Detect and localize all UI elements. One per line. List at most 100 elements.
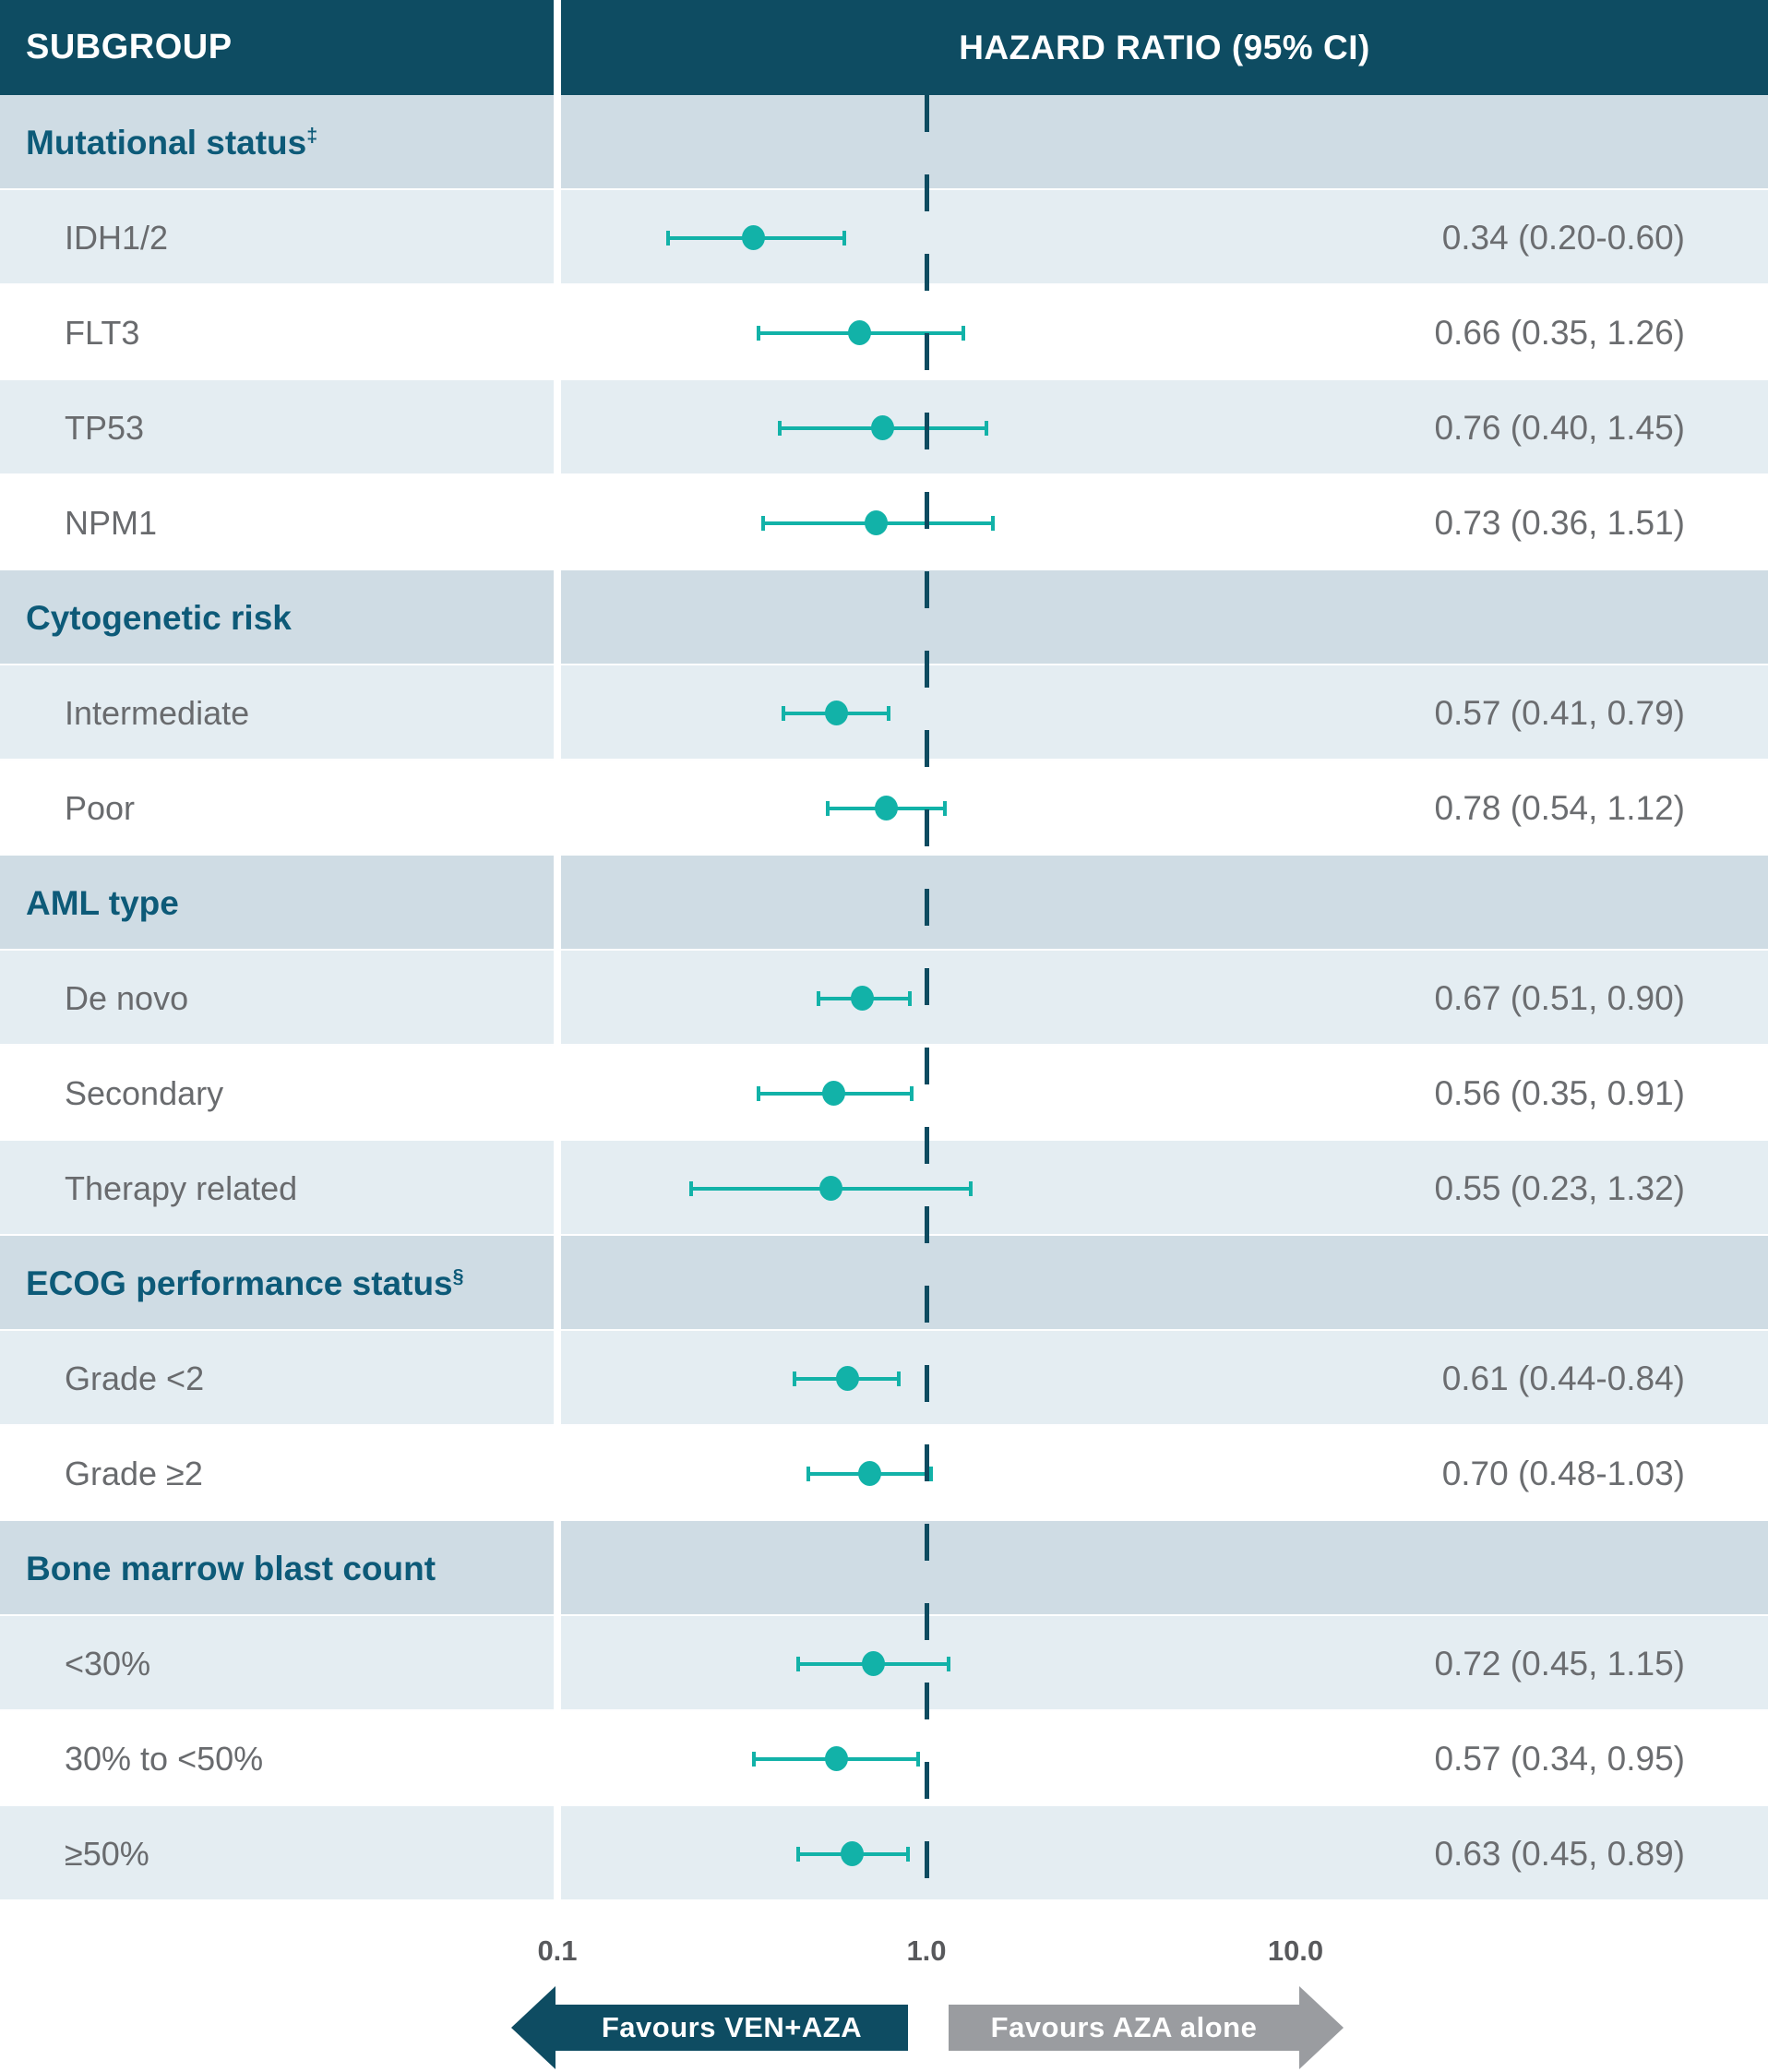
subgroup-row: ≥50% 0.63 (0.45, 0.89) — [0, 1806, 1768, 1901]
subgroup-label: Grade <2 — [65, 1359, 205, 1397]
plot-cell: 0.66 (0.35, 1.26) — [561, 285, 1768, 380]
row-label-cell: ECOG performance status§ — [0, 1236, 554, 1331]
ci-cap-upper — [990, 515, 995, 531]
plot-cell — [561, 570, 1768, 665]
left-arrowhead-icon — [511, 1986, 555, 2069]
hr-value-text: 0.57 (0.34, 0.95) — [1434, 1739, 1685, 1778]
hr-point-marker — [862, 1651, 886, 1676]
subgroup-row: FLT3 0.66 (0.35, 1.26) — [0, 285, 1768, 380]
section-label: AML type — [26, 883, 179, 922]
hr-value-text: 0.61 (0.44-0.84) — [1441, 1359, 1685, 1397]
ci-cap-lower — [756, 1085, 760, 1101]
plot-cell: 0.61 (0.44-0.84) — [561, 1331, 1768, 1426]
subgroup-label: IDH1/2 — [65, 218, 169, 257]
column-divider — [554, 951, 561, 1046]
ci-cap-upper — [916, 1751, 921, 1767]
column-divider — [554, 1141, 561, 1236]
plot-cell — [561, 1521, 1768, 1616]
hr-value-text: 0.67 (0.51, 0.90) — [1434, 978, 1685, 1017]
ci-cap-lower — [796, 1656, 801, 1671]
ci-cap-upper — [907, 990, 912, 1006]
ci-cap-upper — [896, 1371, 901, 1386]
subgroup-label: Poor — [65, 788, 136, 827]
ci-cap-lower — [760, 515, 765, 531]
plot-cell: 0.34 (0.20-0.60) — [561, 190, 1768, 285]
row-label-cell: Therapy related — [0, 1141, 554, 1236]
hr-value-text: 0.66 (0.35, 1.26) — [1434, 313, 1685, 352]
subgroup-row: Poor 0.78 (0.54, 1.12) — [0, 761, 1768, 856]
section-label: Cytogenetic risk — [26, 598, 292, 637]
hr-value-text: 0.76 (0.40, 1.45) — [1434, 408, 1685, 447]
column-divider — [554, 380, 561, 475]
subgroup-label: TP53 — [65, 408, 145, 447]
hr-value-text: 0.34 (0.20-0.60) — [1441, 218, 1685, 257]
column-divider — [554, 1521, 561, 1616]
hr-point-marker — [818, 1176, 842, 1201]
column-divider — [554, 665, 561, 761]
hr-value-text: 0.56 (0.35, 0.91) — [1434, 1073, 1685, 1112]
favours-aza-alone-arrow: Favours AZA alone — [949, 2005, 1299, 2051]
favours-ven-aza-arrow: Favours VEN+AZA — [555, 2005, 908, 2051]
column-divider — [554, 475, 561, 570]
section-row: Bone marrow blast count — [0, 1521, 1768, 1616]
ci-cap-lower — [756, 325, 760, 341]
subgroup-label: <30% — [65, 1644, 151, 1683]
section-label: ECOG performance status§ — [26, 1264, 464, 1302]
ci-cap-lower — [817, 990, 821, 1006]
section-row: AML type — [0, 856, 1768, 951]
ci-cap-upper — [842, 230, 847, 246]
column-divider — [554, 285, 561, 380]
hr-point-marker — [850, 986, 874, 1011]
hr-value-text: 0.55 (0.23, 1.32) — [1434, 1168, 1685, 1207]
column-divider — [554, 856, 561, 951]
plot-cell: 0.78 (0.54, 1.12) — [561, 761, 1768, 856]
plot-cell — [561, 1236, 1768, 1331]
ci-cap-upper — [962, 325, 966, 341]
reference-line — [924, 95, 929, 1901]
ci-cap-upper — [984, 420, 988, 436]
column-divider — [554, 0, 561, 95]
hr-point-marker — [857, 1461, 881, 1486]
row-label-cell: De novo — [0, 951, 554, 1046]
plot-cell: 0.76 (0.40, 1.45) — [561, 380, 1768, 475]
subgroup-row: Therapy related 0.55 (0.23, 1.32) — [0, 1141, 1768, 1236]
hr-point-marker — [848, 320, 872, 345]
column-divider — [554, 1331, 561, 1426]
row-label-cell: Cytogenetic risk — [0, 570, 554, 665]
hazard-ratio-column-header: HAZARD RATIO (95% CI) — [561, 0, 1768, 95]
row-label-cell: Secondary — [0, 1046, 554, 1141]
subgroup-label: Intermediate — [65, 693, 250, 732]
section-label: Mutational status‡ — [26, 123, 318, 162]
row-label-cell: NPM1 — [0, 475, 554, 570]
hr-point-marker — [864, 510, 888, 535]
section-row: Cytogenetic risk — [0, 570, 1768, 665]
ci-cap-upper — [969, 1180, 974, 1196]
table-header: SUBGROUP HAZARD RATIO (95% CI) — [0, 0, 1768, 95]
hr-value-text: 0.70 (0.48-1.03) — [1441, 1454, 1685, 1492]
row-label-cell: Grade <2 — [0, 1331, 554, 1426]
plot-cell — [561, 95, 1768, 190]
ci-cap-lower — [777, 420, 782, 436]
ci-cap-lower — [825, 800, 830, 816]
row-label-cell: ≥50% — [0, 1806, 554, 1901]
subgroup-label: ≥50% — [65, 1834, 149, 1873]
hr-point-marker — [824, 701, 848, 725]
subgroup-row: IDH1/2 0.34 (0.20-0.60) — [0, 190, 1768, 285]
ci-cap-upper — [929, 1466, 934, 1481]
ci-cap-lower — [666, 230, 671, 246]
plot-cell — [561, 856, 1768, 951]
row-label-cell: Mutational status‡ — [0, 95, 554, 190]
subgroup-row: Grade <2 0.61 (0.44-0.84) — [0, 1331, 1768, 1426]
subgroup-row: 30% to <50% 0.57 (0.34, 0.95) — [0, 1711, 1768, 1806]
hr-value-text: 0.73 (0.36, 1.51) — [1434, 503, 1685, 542]
row-label-cell: Bone marrow blast count — [0, 1521, 554, 1616]
ci-cap-upper — [905, 1846, 910, 1862]
subgroup-label: FLT3 — [65, 313, 140, 352]
x-axis-tick-label: 0.1 — [537, 1934, 578, 1967]
subgroup-label: Therapy related — [65, 1168, 298, 1207]
column-divider — [554, 190, 561, 285]
subgroup-label: 30% to <50% — [65, 1739, 264, 1778]
plot-cell: 0.55 (0.23, 1.32) — [561, 1141, 1768, 1236]
row-label-cell: IDH1/2 — [0, 190, 554, 285]
row-label-cell: <30% — [0, 1616, 554, 1711]
